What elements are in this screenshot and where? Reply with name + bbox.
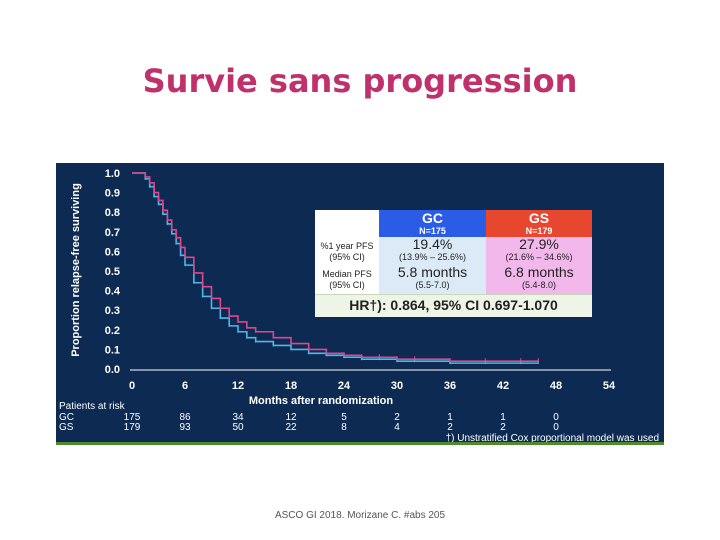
- gs-header-n: N=179: [525, 226, 553, 236]
- y-tick-label: 0.8: [105, 207, 120, 219]
- row1-label: %1 year PFS (95% CI): [320, 241, 374, 262]
- gc-header-n: N=175: [419, 226, 446, 236]
- x-tick-label: 18: [285, 380, 297, 392]
- risk-value: 0: [553, 412, 559, 423]
- row2-gc-cell: 5.8 months (5.5-7.0): [379, 265, 486, 294]
- km-chart-panel: Proportion relapse-free surviving 0.0 0.1…: [56, 163, 664, 443]
- row2-gs-ci: (5.4-8.0): [521, 280, 556, 290]
- risk-value: 22: [285, 422, 297, 433]
- row2-gc-ci: (5.5-7.0): [415, 280, 450, 290]
- risk-value: 0: [553, 422, 559, 433]
- row1-gc-cell: 19.4% (13.9% – 25.6%): [379, 237, 486, 265]
- x-tick-label: 54: [603, 380, 616, 392]
- slide-footer: ASCO GI 2018. Morizane C. #abs 205: [274, 510, 446, 521]
- risk-value: 86: [179, 412, 191, 423]
- row1-gc-value: 19.4%: [412, 236, 453, 252]
- gc-header: GC N=175: [379, 210, 486, 237]
- risk-value: 8: [341, 422, 347, 433]
- row2-gs-value: 6.8 months: [504, 264, 574, 280]
- gc-header-label: GC: [422, 210, 443, 226]
- x-tick-label: 6: [182, 380, 188, 392]
- row1-gs-cell: 27.9% (21.6% – 34.6%): [486, 237, 592, 265]
- risk-value: 2: [447, 422, 453, 433]
- row1-gs-value: 27.9%: [519, 236, 559, 252]
- x-tick-label: 0: [129, 380, 135, 392]
- risk-value: 1: [500, 412, 506, 423]
- risk-value: 5: [341, 412, 347, 423]
- risk-value: 12: [285, 412, 297, 423]
- panel-bottom-border: [56, 442, 664, 445]
- x-tick-label: 42: [497, 380, 509, 392]
- hazard-ratio: HR†): 0.864, 95% CI 0.697-1.070: [315, 294, 592, 317]
- y-tick-label: 0.0: [105, 364, 120, 376]
- x-tick-label: 30: [391, 380, 403, 392]
- risk-value: 93: [179, 422, 191, 433]
- y-tick-label: 0.5: [105, 266, 120, 278]
- risk-table-header: Patients at risk: [59, 401, 126, 412]
- y-tick-label: 0.1: [105, 344, 120, 356]
- x-tick-label: 24: [338, 380, 351, 392]
- y-tick-label: 0.9: [105, 188, 120, 200]
- y-tick-label: 0.7: [105, 227, 120, 239]
- y-axis-label: Proportion relapse-free surviving: [70, 183, 82, 357]
- y-axis-label-group: Proportion relapse-free surviving: [70, 183, 82, 357]
- row2-gc-value: 5.8 months: [397, 264, 468, 280]
- gs-header-label: GS: [528, 210, 550, 226]
- risk-value: 50: [232, 422, 244, 433]
- risk-value: 4: [394, 422, 400, 433]
- gs-header: GS N=179: [486, 210, 592, 237]
- x-tick-label: 48: [550, 380, 562, 392]
- risk-value: 2: [394, 412, 400, 423]
- slide-title: Survie sans progression: [142, 62, 578, 100]
- row1-gs-ci: (21.6% – 34.6%): [505, 252, 573, 262]
- row2-gs-cell: 6.8 months (5.4-8.0): [486, 265, 592, 294]
- risk-value: 2: [500, 422, 506, 433]
- x-tick-label: 36: [444, 380, 456, 392]
- footnote: †) Unstratified Cox proportional model w…: [446, 433, 659, 443]
- y-tick-label: 0.2: [105, 325, 120, 337]
- row1-gc-ci: (13.9% – 25.6%): [398, 252, 467, 262]
- y-tick-label: 0.6: [105, 246, 120, 258]
- risk-value: 34: [232, 412, 244, 423]
- risk-row-label: GC: [59, 412, 74, 423]
- risk-value: 179: [124, 422, 141, 433]
- km-chart: Proportion relapse-free surviving 0.0 0.1…: [59, 168, 659, 443]
- x-axis-label: Months after randomization: [249, 395, 394, 407]
- x-tick-label: 12: [232, 380, 244, 392]
- risk-value: 175: [124, 412, 141, 423]
- risk-value: 1: [447, 412, 453, 423]
- y-tick-label: 0.3: [105, 305, 120, 317]
- risk-row-label: GS: [59, 422, 74, 433]
- row2-label: Median PFS (95% CI): [322, 269, 372, 290]
- y-tick-label: 0.4: [105, 286, 121, 298]
- pfs-summary-table: GC N=175 GS N=179 %1 year PFS (95% CI) 1…: [315, 210, 592, 317]
- y-tick-label: 1.0: [105, 168, 120, 180]
